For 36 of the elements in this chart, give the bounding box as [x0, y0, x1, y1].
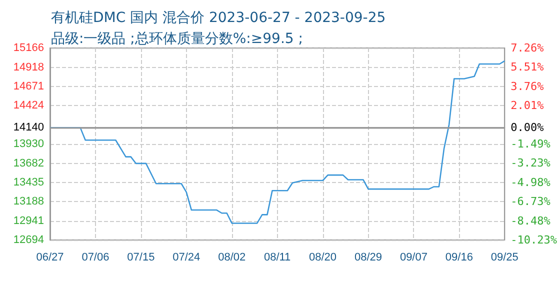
y-tick-label: 14671 [13, 80, 44, 92]
x-tick-label: 08/20 [309, 252, 337, 264]
y2-tick-label: 7.26% [510, 42, 544, 54]
x-tick-label: 07/15 [127, 252, 155, 264]
y-tick-label: 13930 [13, 138, 44, 150]
y2-tick-label: 3.76% [510, 80, 544, 93]
y2-tick-label: -4.98% [510, 176, 551, 189]
y-tick-label: 14424 [13, 100, 44, 112]
x-tick-label: 09/07 [400, 252, 428, 264]
x-tick-label: 06/27 [36, 252, 64, 264]
x-tick-label: 09/16 [445, 252, 473, 264]
y-tick-label: 13435 [13, 176, 44, 188]
x-tick-label: 09/25 [490, 252, 518, 264]
y-tick-label: 15166 [13, 42, 44, 54]
y2-tick-label: -8.48% [510, 214, 551, 228]
x-tick-label: 08/29 [354, 252, 382, 264]
chart-subtitle: 品级:一级品 ;总环体质量分数%:≥99.5 ; [51, 31, 303, 47]
y2-tick-label: -6.73% [510, 195, 551, 208]
x-tick-label: 07/06 [82, 252, 110, 264]
chart-title: 有机硅DMC 国内 混合价 2023-06-27 - 2023-09-25 [51, 10, 386, 26]
y2-tick-label: -10.23% [510, 234, 558, 246]
y-tick-label: 13188 [13, 196, 44, 208]
x-tick-label: 07/24 [172, 252, 200, 264]
y2-tick-label: 0.00% [510, 121, 544, 134]
y2-tick-label: -1.49% [510, 138, 551, 151]
y-tick-label: 14140 [13, 122, 44, 134]
x-tick-label: 08/02 [218, 252, 246, 264]
y-tick-label: 12941 [13, 214, 44, 227]
x-tick-label: 08/11 [264, 252, 291, 264]
y2-tick-label: 2.01% [510, 99, 544, 112]
y-tick-label: 14918 [13, 61, 44, 74]
y-tick-label: 12694 [13, 234, 44, 246]
y-tick-label: 13682 [13, 157, 44, 170]
y2-tick-label: -3.23% [510, 156, 551, 170]
line-series [49, 60, 506, 224]
y2-tick-label: 5.51% [510, 60, 544, 74]
